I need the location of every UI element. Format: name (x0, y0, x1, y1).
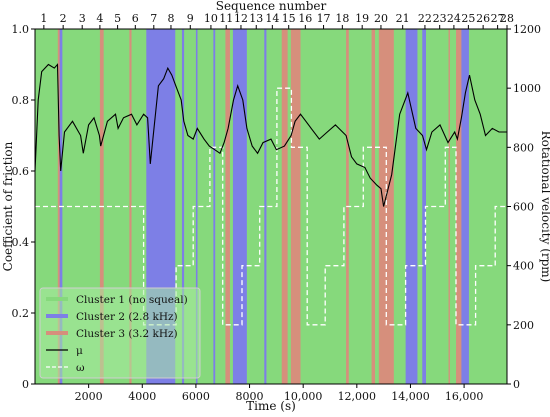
cluster-band-1 (215, 29, 226, 384)
sequence-number-label: 5 (114, 12, 121, 25)
sequence-number-label: 15 (282, 12, 296, 25)
x-tick-label: 8000 (236, 390, 264, 403)
legend-label: μ (76, 345, 83, 357)
x-tick-label: 4000 (128, 390, 156, 403)
cluster-band-1 (348, 29, 372, 384)
sequence-number-label: 12 (234, 12, 248, 25)
cluster-band-1 (426, 29, 449, 384)
x-axis-title: Time (s) (246, 399, 296, 413)
sequence-number-label: 3 (79, 12, 86, 25)
cluster-band-1 (287, 29, 292, 384)
omega-series (35, 87, 507, 326)
sequence-number-label: 23 (433, 12, 447, 25)
sequence-number-label: 19 (355, 12, 369, 25)
sequence-number-label: 7 (150, 12, 157, 25)
axis-ticks: 2000 4000 6000 8000 10,000 12,000 14,000 16,000… (12, 12, 542, 403)
sequence-number-label: 8 (167, 12, 174, 25)
sequence-number-label: 26 (476, 12, 490, 25)
sequence-number-label: 21 (396, 12, 410, 25)
x-tick-label: 6000 (182, 390, 210, 403)
y-left-axis-title: Coefficient of friction (1, 141, 15, 271)
sequence-number-label: 4 (96, 12, 103, 25)
y-left-tick-label: 0.8 (12, 94, 30, 107)
sequence-number-label: 17 (317, 12, 331, 25)
cluster-band-1 (246, 29, 265, 384)
cluster-band-3 (225, 29, 231, 384)
legend-box (39, 287, 201, 379)
y-right-tick-label: 600 (513, 201, 534, 214)
sequence-number-label: 27 (491, 12, 505, 25)
x-tick-label: 12,000 (338, 390, 377, 403)
y-right-axis-title: Rotational velocity (rpm) (539, 131, 550, 283)
cluster-band-1 (393, 29, 407, 384)
sequence-number-label: 11 (219, 12, 233, 25)
sequence-number-label: 24 (447, 12, 461, 25)
y-left-tick-label: 0 (22, 378, 29, 391)
sequence-number-label: 6 (132, 12, 139, 25)
cluster-band-3 (290, 29, 301, 384)
sequence-number-label: 18 (335, 12, 349, 25)
sequence-number-label: 10 (204, 12, 218, 25)
sequence-number-label: 25 (461, 12, 475, 25)
cluster-band-2 (461, 29, 470, 384)
legend-label: Cluster 1 (no squeal) (76, 294, 188, 306)
y-right-tick-label: 1000 (513, 82, 541, 95)
sequence-number-label: 28 (500, 12, 514, 25)
omega-line (35, 87, 507, 326)
cluster-band-2 (422, 29, 427, 384)
y-left-tick-label: 0.2 (12, 307, 30, 320)
y-left-tick-label: 0.4 (12, 236, 30, 249)
x-tick-label: 2000 (75, 390, 103, 403)
legend-label: Cluster 3 (3.2 kHz) (76, 328, 178, 340)
cluster-band-1 (375, 29, 380, 384)
y-right-tick-label: 200 (513, 319, 534, 332)
x-tick-label: 14,000 (391, 390, 430, 403)
y-right-tick-label: 1200 (513, 23, 541, 36)
cluster-band-3 (281, 29, 289, 384)
cluster-band-3 (378, 29, 395, 384)
x-tick-label: 16,000 (445, 390, 484, 403)
sequence-number-label: 14 (265, 12, 279, 25)
cluster-band-2 (181, 29, 185, 384)
legend-label: Cluster 2 (2.8 kHz) (76, 311, 178, 323)
cluster-band-3 (456, 29, 462, 384)
sequence-number-label: 13 (249, 12, 263, 25)
cluster-band-1 (449, 29, 457, 384)
y-left-tick-label: 1.0 (12, 23, 30, 36)
sequence-number-label: 9 (187, 12, 194, 25)
y-left-tick-label: 0.6 (12, 165, 30, 178)
cluster-band-3 (448, 29, 451, 384)
cluster-band-2 (232, 29, 248, 384)
sequence-number-label: 22 (418, 12, 432, 25)
cluster-band-1 (197, 29, 214, 384)
mu-series (34, 63, 507, 207)
y-right-tick-label: 400 (513, 260, 534, 273)
y-right-tick-label: 0 (513, 378, 520, 391)
sequence-number-label: 20 (374, 12, 388, 25)
cluster-band-3 (371, 29, 376, 384)
cluster-band-2 (264, 29, 267, 384)
mu-line (34, 63, 507, 207)
x-tick-label: 10,000 (284, 390, 323, 403)
cluster-band-3 (57, 29, 61, 384)
sequence-number-label: 1 (40, 12, 47, 25)
cluster-band-1 (266, 29, 283, 384)
cluster-band-2 (195, 29, 198, 384)
cluster-band-2 (405, 29, 418, 384)
top-axis-title: Sequence number (216, 0, 327, 13)
cluster-band-1 (229, 29, 234, 384)
legend-label: ω (76, 362, 85, 374)
sequence-number-label: 16 (298, 12, 312, 25)
cluster-band-2 (213, 29, 216, 384)
cluster-band-1 (175, 29, 183, 384)
legend: Cluster 1 (no squeal) Cluster 2 (2.8 kHz)… (39, 287, 201, 379)
y-right-tick-label: 800 (513, 141, 534, 154)
sequence-number-label: 2 (60, 12, 67, 25)
cluster-band-1 (417, 29, 423, 384)
cluster-band-3 (129, 29, 132, 384)
